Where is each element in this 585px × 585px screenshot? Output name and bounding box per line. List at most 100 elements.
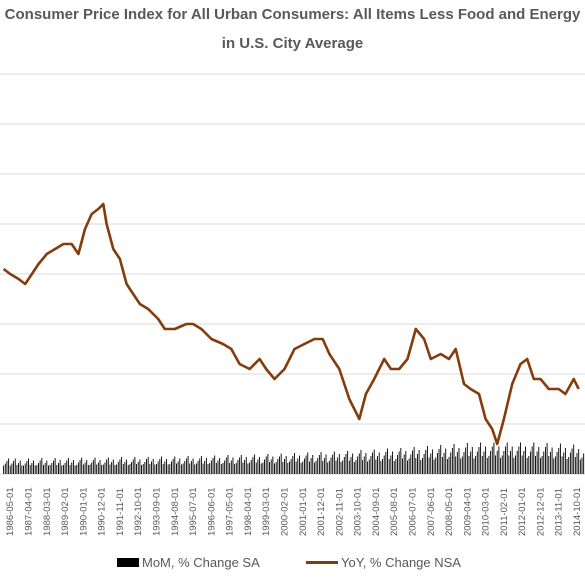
mom-bar [315, 461, 317, 474]
mom-bar [239, 457, 241, 474]
x-tick-label: 1995-07-01 [188, 487, 199, 536]
mom-bar [485, 446, 487, 474]
mom-bar [67, 458, 69, 474]
mom-bar [468, 456, 470, 474]
mom-bar [127, 465, 129, 474]
yoy-line [2, 202, 580, 446]
mom-bar [370, 456, 372, 474]
mom-bar [342, 460, 344, 474]
mom-bar [412, 450, 413, 474]
mom-bar [578, 449, 580, 474]
x-tick-label: 2010-03-01 [481, 487, 492, 536]
mom-bar [217, 460, 219, 474]
mom-bar [179, 458, 181, 474]
mom-bar [385, 452, 387, 474]
x-tick-label: 1986-05-01 [5, 487, 16, 536]
mom-bar [402, 458, 403, 474]
mom-bar [483, 451, 485, 474]
mom-bar [327, 462, 329, 474]
mom-bar [19, 460, 21, 474]
mom-bar [139, 459, 141, 474]
mom-bar [11, 463, 13, 474]
mom-bar [357, 456, 359, 474]
mom-bar [480, 442, 482, 474]
mom-bar [413, 447, 415, 474]
x-tick-label: 1997-05-01 [225, 487, 236, 536]
mom-bar [535, 456, 536, 474]
mom-bar [46, 460, 48, 474]
mom-bar [81, 457, 83, 474]
mom-bar [54, 458, 56, 474]
mom-bar [440, 445, 442, 474]
mom-bar [340, 462, 342, 474]
mom-bar [169, 464, 171, 474]
mom-bar [297, 458, 299, 474]
mom-bar [177, 461, 179, 474]
mom-bar [53, 460, 54, 474]
mom-bar [400, 448, 402, 474]
mom-bar [102, 464, 104, 474]
mom-bar [548, 456, 550, 474]
mom-bar [106, 459, 108, 474]
mom-bar [230, 460, 232, 474]
mom-bar [533, 442, 535, 474]
x-tick-label: 2006-07-01 [408, 487, 419, 536]
mom-bar [116, 464, 118, 474]
mom-bar [36, 465, 38, 474]
mom-bar [473, 458, 475, 474]
mom-bar [358, 453, 360, 474]
mom-bar [298, 455, 300, 474]
mom-bar [4, 463, 6, 474]
mom-bar [82, 464, 84, 474]
mom-bar [202, 463, 204, 474]
mom-bar [513, 458, 515, 474]
mom-bar [154, 464, 156, 474]
x-tick-label: 1988-03-01 [42, 487, 53, 536]
x-tick-label: 2002-11-01 [334, 488, 345, 536]
mom-bar [34, 465, 36, 474]
mom-bar [450, 452, 452, 474]
x-tick-label: 1996-06-01 [206, 487, 217, 536]
mom-bar [229, 463, 231, 474]
mom-bar [220, 464, 222, 474]
mom-bar [197, 461, 199, 474]
mom-bar [31, 463, 33, 474]
mom-bar [426, 446, 428, 474]
mom-bar [456, 452, 458, 474]
mom-bar [491, 446, 493, 474]
mom-bar [392, 451, 393, 474]
legend: MoM, % Change SA YoY, % Change NSA [117, 555, 461, 570]
mom-bar [438, 449, 440, 474]
yoy-line-layer [2, 202, 580, 446]
mom-bar [421, 458, 423, 474]
mom-bar [242, 462, 244, 474]
mom-bar [94, 457, 96, 474]
mom-bar [176, 463, 177, 474]
mom-bar [551, 447, 553, 474]
mom-bar [137, 462, 139, 474]
x-tick-label: 2005-08-01 [389, 487, 400, 536]
mom-bar [338, 454, 340, 474]
mom-bar [152, 459, 154, 474]
mom-bar [272, 456, 274, 474]
mom-bar [112, 459, 114, 474]
mom-bar [525, 446, 526, 474]
mom-bar [192, 458, 194, 474]
mom-bar [353, 462, 355, 474]
mom-bar [458, 448, 460, 474]
mom-bar [382, 459, 384, 474]
mom-bar [290, 459, 292, 474]
mom-bar [189, 463, 191, 474]
x-tick-label: 2013-11-01 [554, 488, 565, 536]
mom-bar [530, 451, 531, 474]
mom-bar [57, 463, 59, 474]
mom-bar [350, 457, 352, 474]
mom-bar [581, 457, 583, 474]
mom-bar [174, 456, 176, 474]
mom-bar [435, 457, 437, 474]
mom-bar [553, 458, 555, 474]
mom-bar [101, 465, 103, 474]
mom-bar [9, 465, 11, 474]
mom-bar [300, 463, 302, 474]
